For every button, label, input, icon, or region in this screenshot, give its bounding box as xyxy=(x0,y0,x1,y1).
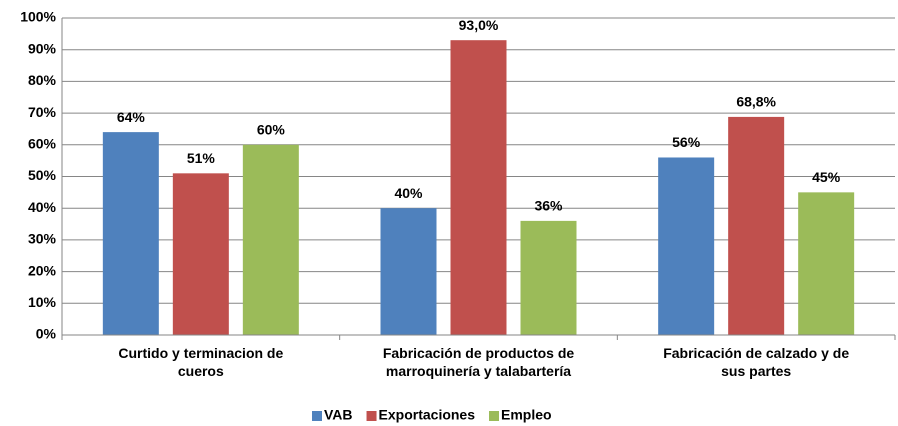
y-tick-label: 40% xyxy=(28,199,57,215)
data-label: 56% xyxy=(672,134,701,150)
bar xyxy=(658,157,715,335)
legend-label: VAB xyxy=(324,407,353,423)
y-tick-label: 90% xyxy=(28,40,57,56)
data-label: 45% xyxy=(812,169,841,185)
y-tick-label: 0% xyxy=(36,326,57,342)
legend-swatch xyxy=(366,411,377,421)
x-tick-label: Fabricación de calzado y de sus partes xyxy=(663,345,849,379)
bar xyxy=(102,132,159,335)
bar xyxy=(380,208,437,335)
legend-swatch xyxy=(312,411,322,421)
data-label: 40% xyxy=(394,185,423,201)
bar xyxy=(172,173,229,335)
y-tick-label: 100% xyxy=(20,9,56,25)
bar xyxy=(242,144,299,335)
y-tick-label: 70% xyxy=(28,104,57,120)
x-tick-label: Curtido y terminacion de cueros xyxy=(118,345,283,379)
y-tick-label: 10% xyxy=(28,294,57,310)
bar xyxy=(798,192,855,335)
bar xyxy=(520,220,577,335)
data-label: 68,8% xyxy=(736,94,776,110)
legend-label: Empleo xyxy=(501,407,552,423)
data-label: 36% xyxy=(534,198,563,214)
legend-label: Exportaciones xyxy=(379,407,476,423)
data-label: 51% xyxy=(187,150,216,166)
data-label: 93,0% xyxy=(459,17,499,33)
y-tick-label: 80% xyxy=(28,72,57,88)
y-tick-label: 60% xyxy=(28,136,57,152)
legend-swatch xyxy=(489,411,500,421)
x-tick-label: Fabricación de productos de marroquinería… xyxy=(383,345,575,379)
y-tick-label: 20% xyxy=(28,262,57,278)
data-label: 60% xyxy=(257,122,286,138)
bar xyxy=(450,40,507,335)
bar xyxy=(728,116,785,336)
y-tick-label: 30% xyxy=(28,231,57,247)
data-label: 64% xyxy=(117,109,146,125)
y-tick-label: 50% xyxy=(28,167,57,183)
